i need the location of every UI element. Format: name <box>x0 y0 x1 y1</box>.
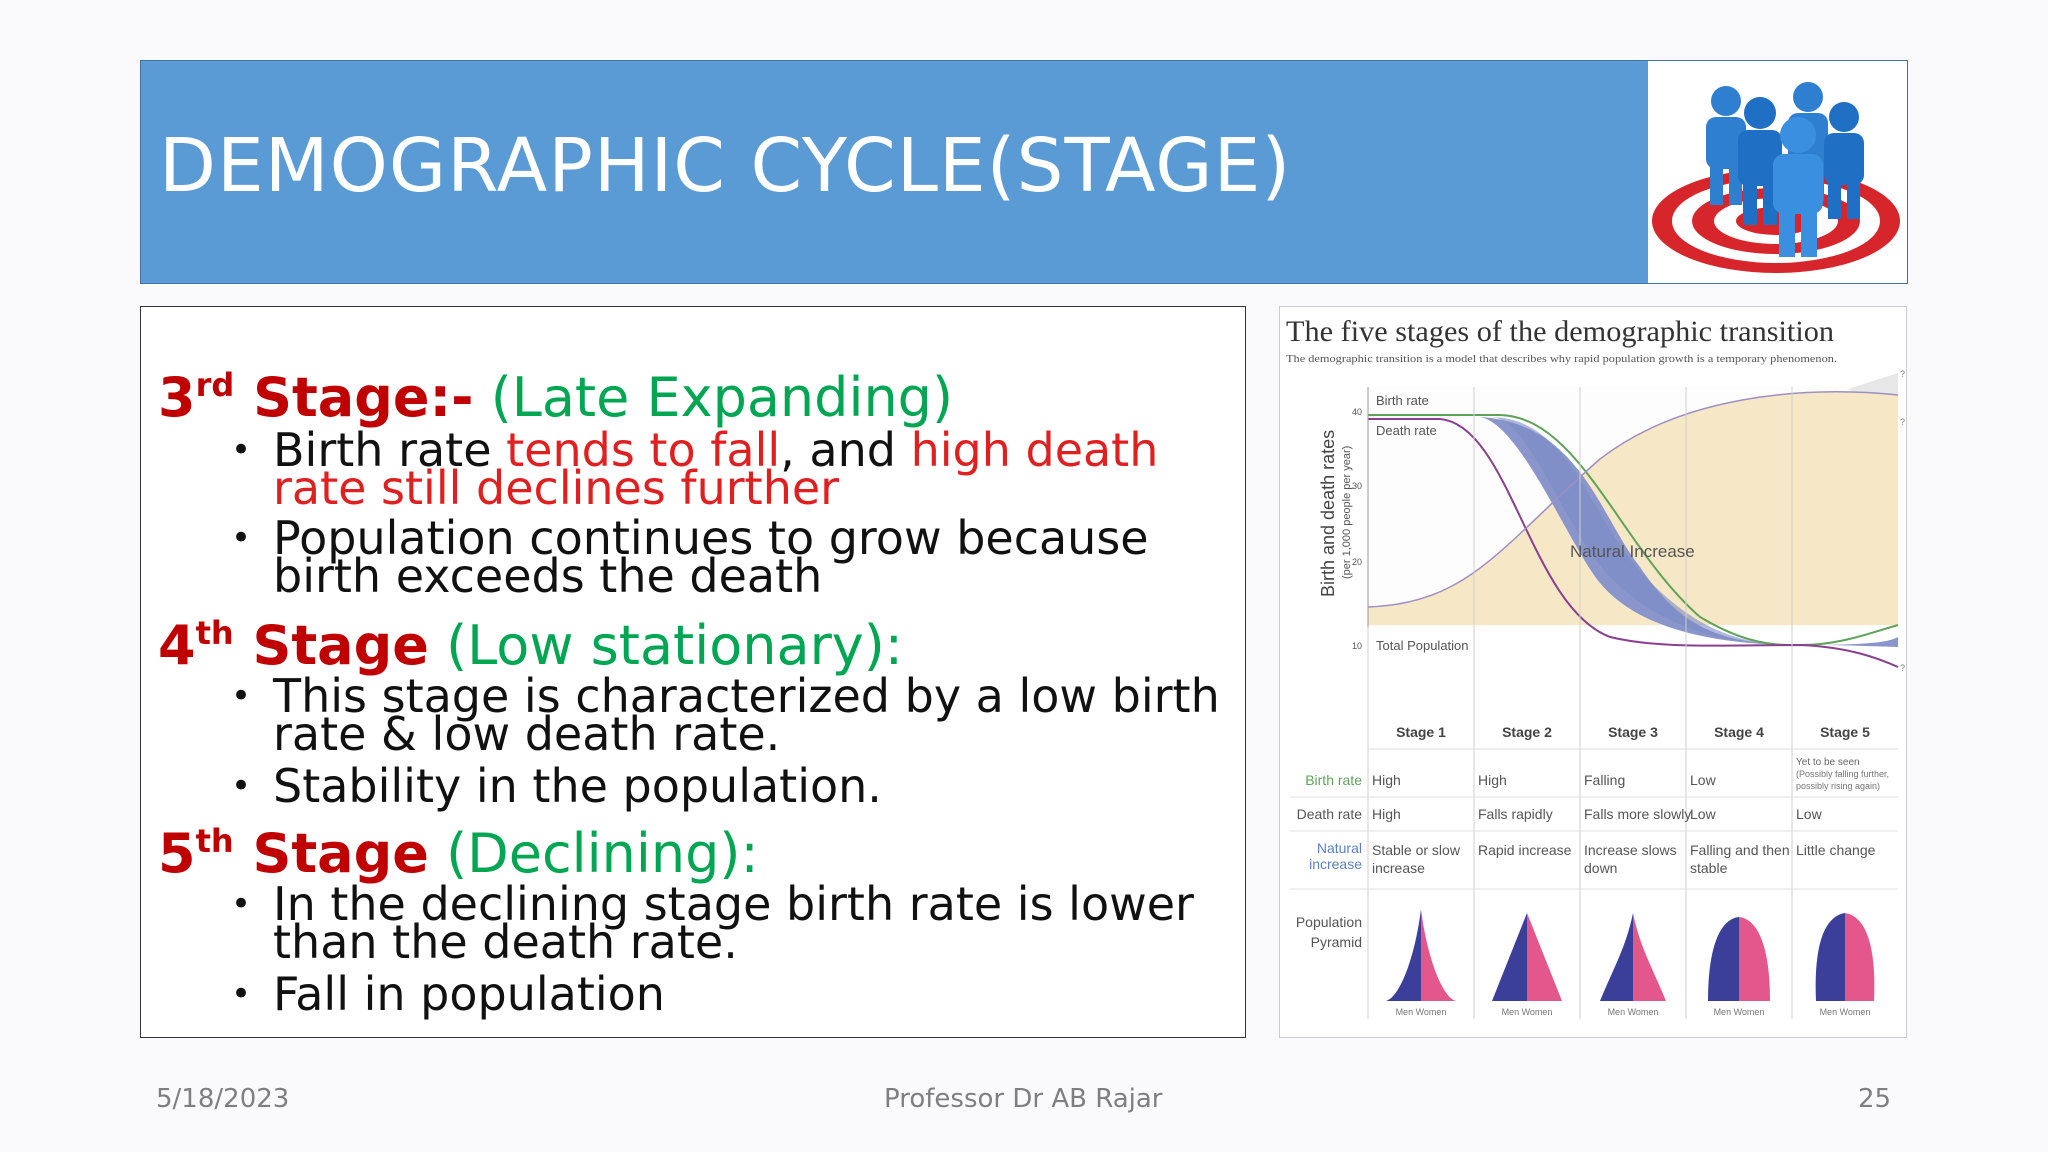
footer-author: Professor Dr AB Rajar <box>884 1084 1163 1114</box>
birth-cell-5-note-2: possibly rising again) <box>1796 781 1880 791</box>
natural-cell-4a: Falling and then <box>1690 842 1790 858</box>
death-cell-5: Low <box>1796 806 1823 822</box>
death-cell-4: Low <box>1690 806 1717 822</box>
stage-label-2: Stage 2 <box>1502 724 1552 740</box>
stage-label-3: Stage 3 <box>1608 724 1658 740</box>
pyramid-caption-1: Men Women <box>1396 1007 1447 1017</box>
pyramid-stage-2 <box>1492 913 1562 1001</box>
row-header-death: Death rate <box>1297 806 1363 822</box>
question-mark-3: ? <box>1900 663 1905 673</box>
footer-page-number: 25 <box>1858 1084 1892 1114</box>
label-death-rate: Death rate <box>1376 423 1437 438</box>
natural-cell-3a: Increase slows <box>1584 842 1677 858</box>
row-header-pyramid-1: Population <box>1296 914 1362 930</box>
label-natural-increase: Natural Increase <box>1570 542 1695 561</box>
natural-cell-2a: Rapid increase <box>1478 842 1572 858</box>
total-population-line <box>1367 391 1899 608</box>
death-cell-3: Falls more slowly <box>1584 806 1691 822</box>
birth-rate-line <box>1368 414 1899 647</box>
pyramid-caption-3: Men Women <box>1608 1007 1659 1017</box>
natural-cell-4b: stable <box>1690 860 1728 876</box>
people-target-icon <box>1652 82 1900 273</box>
content-panel: 3rd Stage:- (Late Expanding) • Birth rat… <box>140 306 1246 1038</box>
label-birth-rate: Birth rate <box>1376 393 1429 408</box>
stage-3-heading: 3rd Stage:- (Late Expanding) <box>158 366 954 429</box>
logo-panel <box>1648 60 1908 284</box>
pyramid-stage-1 <box>1386 909 1456 1001</box>
death-cell-1: High <box>1372 806 1401 822</box>
stage-4-heading: 4th Stage (Low stationary): <box>158 614 903 677</box>
pyramid-stage-3 <box>1600 913 1666 1001</box>
natural-cell-3b: down <box>1584 860 1617 876</box>
pyramid-stage-5 <box>1815 913 1875 1001</box>
stage-label-1: Stage 1 <box>1396 724 1446 740</box>
natural-cell-5a: Little change <box>1796 842 1876 858</box>
row-header-pyramid-2: Pyramid <box>1311 934 1362 950</box>
stage-label-4: Stage 4 <box>1714 724 1764 740</box>
title-bar: DEMOGRAPHIC CYCLE(STAGE) <box>140 60 1650 284</box>
birth-cell-5-note-1: (Possibly falling further, <box>1796 769 1889 779</box>
y-axis-sublabel: (per 1,000 people per year) <box>1341 446 1353 579</box>
row-header-natural-1: Natural <box>1317 840 1362 856</box>
natural-cell-1b: increase <box>1372 860 1425 876</box>
birth-cell-3: Falling <box>1584 772 1625 788</box>
question-mark-1: ? <box>1900 369 1905 379</box>
death-cell-2: Falls rapidly <box>1478 806 1553 822</box>
stage-5-heading: 5th Stage (Declining): <box>158 822 759 885</box>
stage-label-5: Stage 5 <box>1820 724 1870 740</box>
birth-cell-2: High <box>1478 772 1507 788</box>
label-total-population: Total Population <box>1376 638 1469 653</box>
row-header-natural-2: increase <box>1309 856 1362 872</box>
y-tick-10: 10 <box>1352 641 1362 651</box>
birth-cell-5: Yet to be seen <box>1796 757 1860 768</box>
y-axis-label: Birth and death rates <box>1318 430 1338 597</box>
pyramid-caption-4: Men Women <box>1714 1007 1765 1017</box>
row-header-birth: Birth rate <box>1305 772 1362 788</box>
y-tick-20: 20 <box>1352 557 1362 567</box>
pyramid-caption-5: Men Women <box>1820 1007 1871 1017</box>
footer-date: 5/18/2023 <box>156 1084 290 1114</box>
death-rate-line <box>1368 418 1899 668</box>
birth-cell-1: High <box>1372 772 1401 788</box>
slide-title: DEMOGRAPHIC CYCLE(STAGE) <box>159 123 1292 209</box>
demographic-transition-figure: The five stages of the demographic trans… <box>1279 306 1907 1038</box>
natural-cell-1a: Stable or slow <box>1372 842 1461 858</box>
y-tick-40: 40 <box>1352 407 1362 417</box>
y-tick-30: 30 <box>1352 481 1362 491</box>
figure-title: The five stages of the demographic trans… <box>1286 315 1834 348</box>
pyramid-caption-2: Men Women <box>1502 1007 1553 1017</box>
birth-cell-4: Low <box>1690 772 1717 788</box>
pyramid-stage-4 <box>1708 917 1770 1001</box>
question-mark-2: ? <box>1900 417 1905 427</box>
figure-subtitle: The demographic transition is a model th… <box>1286 353 1837 365</box>
